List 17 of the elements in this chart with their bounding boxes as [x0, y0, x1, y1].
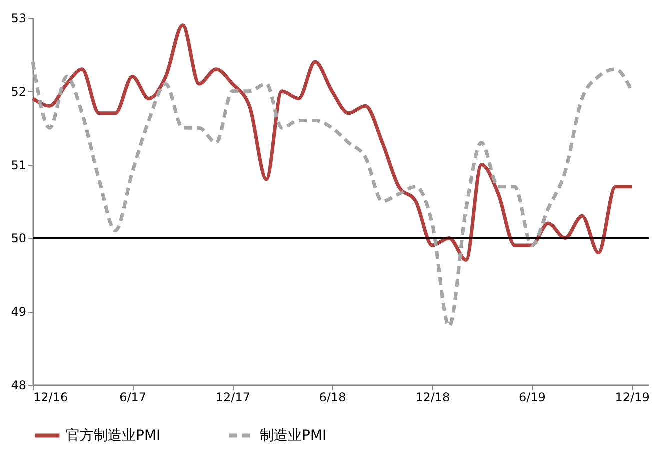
y-tick-label: 51	[11, 158, 26, 172]
legend-label: 官方制造业PMI	[66, 428, 161, 444]
x-tick-label: 6/17	[120, 390, 147, 404]
x-tick-label: 12/19	[615, 390, 650, 404]
y-tick-label: 50	[11, 232, 26, 246]
x-tick-label: 6/18	[319, 390, 346, 404]
x-tick-label: 12/16	[34, 390, 68, 404]
line-series	[31, 24, 634, 262]
y-tick-label: 48	[11, 378, 26, 392]
x-tick-label: 12/18	[416, 390, 450, 404]
x-tick-label: 6/19	[518, 390, 546, 404]
y-tick-label: 49	[11, 305, 26, 320]
y-tick-label: 52	[11, 84, 26, 99]
y-tick-label: 53	[11, 12, 26, 26]
line-series	[31, 60, 634, 328]
x-tick-label: 12/17	[216, 390, 250, 404]
legend-label: 制造业PMI	[260, 428, 327, 444]
